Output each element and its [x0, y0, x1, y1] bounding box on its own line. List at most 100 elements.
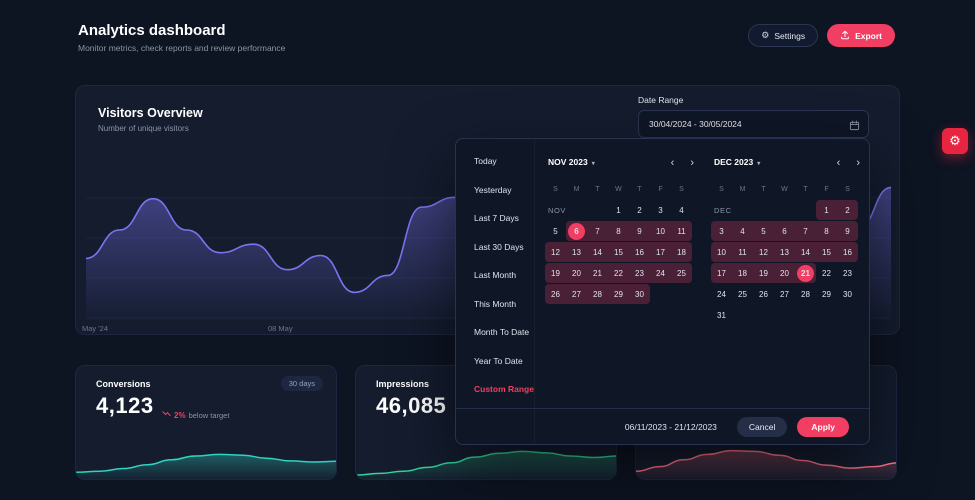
- day-header: S: [845, 185, 850, 193]
- calendar-day[interactable]: 7: [794, 221, 816, 241]
- calendar-day[interactable]: 22: [822, 268, 831, 278]
- date-picker-popup: Today Yesterday Last 7 Days Last 30 Days Las…: [455, 138, 870, 445]
- calendar-day[interactable]: 24: [649, 263, 671, 283]
- calendar-day[interactable]: 30: [628, 284, 650, 304]
- settings-button-label: Settings: [774, 30, 806, 41]
- calendar-day[interactable]: 18: [670, 242, 692, 262]
- day-header: S: [553, 185, 558, 193]
- calendar-day[interactable]: 13: [565, 242, 587, 262]
- calendar-day[interactable]: 14: [794, 242, 816, 262]
- next-month-icon[interactable]: ›: [690, 157, 694, 169]
- calendar-day[interactable]: 20: [565, 263, 587, 283]
- month-title[interactable]: NOV 2023 ▾: [547, 157, 595, 167]
- date-range-field: [638, 110, 869, 138]
- calendar-day[interactable]: 1: [616, 205, 621, 215]
- calendar-day[interactable]: 13: [773, 242, 795, 262]
- calendar-day[interactable]: 28: [586, 284, 608, 304]
- period-badge: 30 days: [280, 376, 323, 391]
- calendar-day[interactable]: 10: [649, 221, 671, 241]
- calendar-day[interactable]: 27: [565, 284, 587, 304]
- date-range-input[interactable]: [638, 110, 869, 138]
- calendar-day[interactable]: 30: [843, 289, 852, 299]
- calendar-day[interactable]: 28: [801, 289, 810, 299]
- calendar-day[interactable]: 7: [586, 221, 608, 241]
- calendar-day[interactable]: 25: [670, 263, 692, 283]
- calendar-day[interactable]: 8: [815, 221, 837, 241]
- calendar-day[interactable]: 8: [607, 221, 629, 241]
- calendar-day[interactable]: 11: [670, 221, 692, 241]
- date-picker-footer: 06/11/2023 - 21/12/2023 Cancel Apply: [456, 408, 869, 444]
- apply-button[interactable]: Apply: [797, 416, 849, 437]
- calendar-day[interactable]: 21: [586, 263, 608, 283]
- calendar-day[interactable]: 9: [836, 221, 858, 241]
- preset-last-30-days[interactable]: Last 30 Days: [474, 241, 524, 252]
- day-header: M: [739, 185, 746, 193]
- preset-last-7-days[interactable]: Last 7 Days: [474, 213, 519, 224]
- calendar-day[interactable]: 11: [731, 242, 753, 262]
- calendar-day[interactable]: 4: [679, 205, 684, 215]
- calendar-day[interactable]: 26: [759, 289, 768, 299]
- calendar-day[interactable]: 29: [822, 289, 831, 299]
- cancel-button[interactable]: Cancel: [736, 416, 788, 437]
- preset-list: Today Yesterday Last 7 Days Last 30 Days Las…: [456, 139, 535, 444]
- calendar-day[interactable]: 27: [780, 289, 789, 299]
- calendar-day[interactable]: 4: [731, 221, 753, 241]
- calendar-day[interactable]: 31: [717, 310, 726, 320]
- calendar-day[interactable]: 19: [544, 263, 566, 283]
- floating-settings-button[interactable]: ⚙: [942, 128, 968, 154]
- month-title[interactable]: DEC 2023 ▾: [713, 157, 761, 167]
- calendar-day[interactable]: 6: [773, 221, 795, 241]
- prev-month-icon[interactable]: ‹: [670, 157, 675, 169]
- preset-today[interactable]: Today: [474, 156, 497, 167]
- calendar-day[interactable]: 1: [815, 200, 837, 220]
- calendar-day[interactable]: 5: [752, 221, 774, 241]
- calendar-day[interactable]: 2: [637, 205, 642, 215]
- day-header: T: [595, 185, 600, 193]
- calendar-day[interactable]: 22: [607, 263, 629, 283]
- calendar-day[interactable]: 15: [815, 242, 837, 262]
- prev-month-icon[interactable]: ‹: [836, 157, 841, 169]
- calendar-day[interactable]: 17: [710, 263, 732, 283]
- calendar-day[interactable]: 18: [731, 263, 753, 283]
- delta-percent: 2%: [174, 410, 186, 420]
- calendar-day[interactable]: 6: [565, 221, 587, 241]
- preset-last-month[interactable]: Last Month: [474, 270, 517, 281]
- next-month-icon[interactable]: ›: [856, 157, 860, 169]
- stat-title: Impressions: [376, 379, 430, 389]
- third-sparkline: [636, 449, 896, 479]
- calendar-day[interactable]: 23: [628, 263, 650, 283]
- calendar-day[interactable]: 3: [710, 221, 732, 241]
- calendar-day[interactable]: 20: [773, 263, 795, 283]
- calendar-day[interactable]: 29: [607, 284, 629, 304]
- calendar-day[interactable]: 12: [752, 242, 774, 262]
- calendar-day[interactable]: 14: [586, 242, 608, 262]
- calendar-day[interactable]: 25: [738, 289, 747, 299]
- calendar-day[interactable]: 21: [794, 263, 816, 283]
- calendar-day[interactable]: 12: [544, 242, 566, 262]
- calendar-day[interactable]: 17: [649, 242, 671, 262]
- calendar-day[interactable]: 23: [843, 268, 852, 278]
- calendar-day[interactable]: 26: [544, 284, 566, 304]
- preset-custom-range[interactable]: Custom Range: [474, 384, 534, 395]
- calendar-day[interactable]: 3: [658, 205, 663, 215]
- preset-month-to-date[interactable]: Month To Date: [474, 327, 530, 338]
- export-button[interactable]: Export: [827, 24, 895, 47]
- selected-range-text: 06/11/2023 - 21/12/2023: [624, 421, 717, 432]
- calendar-icon[interactable]: [849, 118, 860, 136]
- export-button-label: Export: [855, 30, 882, 41]
- calendar-day[interactable]: 16: [836, 242, 858, 262]
- calendar-day[interactable]: 15: [607, 242, 629, 262]
- preset-this-month[interactable]: This Month: [474, 298, 517, 309]
- preset-year-to-date[interactable]: Year To Date: [474, 355, 523, 366]
- calendar-day[interactable]: 2: [836, 200, 858, 220]
- calendar-day[interactable]: 10: [710, 242, 732, 262]
- calendar-day[interactable]: 5: [553, 226, 558, 236]
- settings-button[interactable]: ⚙ Settings: [748, 24, 819, 47]
- calendar-day[interactable]: 19: [752, 263, 774, 283]
- day-header: T: [761, 185, 766, 193]
- calendar-day[interactable]: 24: [717, 289, 726, 299]
- calendar-day[interactable]: 16: [628, 242, 650, 262]
- preset-yesterday[interactable]: Yesterday: [474, 184, 512, 195]
- calendar-day[interactable]: 9: [628, 221, 650, 241]
- header-text: Analytics dashboard Monitor metrics, che…: [78, 22, 285, 53]
